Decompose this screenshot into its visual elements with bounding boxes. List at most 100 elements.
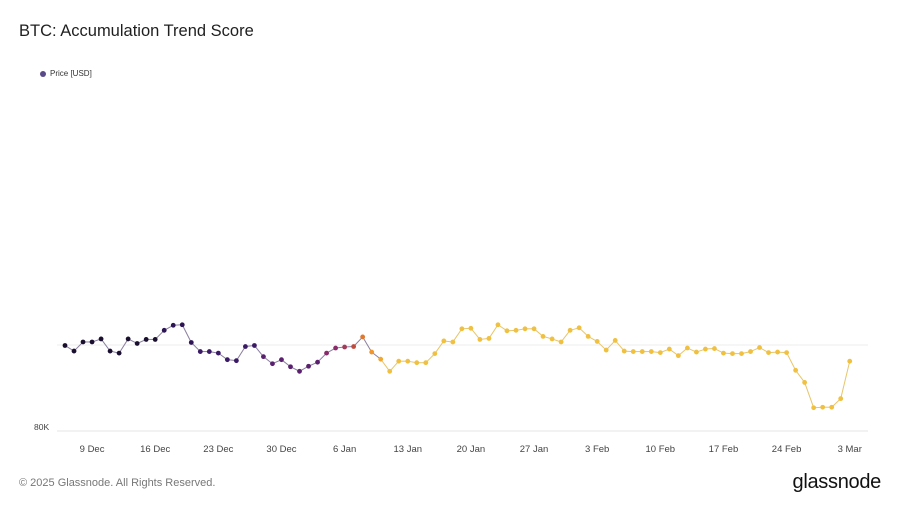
data-point xyxy=(306,363,311,369)
x-tick-label: 10 Feb xyxy=(646,444,676,455)
data-point xyxy=(441,338,447,344)
x-tick-label: 3 Feb xyxy=(585,444,609,455)
x-tick-label: 23 Dec xyxy=(203,444,233,455)
data-point xyxy=(766,350,771,355)
data-point xyxy=(684,345,690,351)
series-segment xyxy=(118,338,129,354)
data-point xyxy=(576,325,582,331)
data-point xyxy=(360,334,366,340)
data-point xyxy=(549,336,555,342)
data-point xyxy=(513,327,519,333)
series-segment xyxy=(786,352,797,371)
data-point xyxy=(179,322,185,328)
data-point xyxy=(775,349,780,355)
x-tick-label: 13 Jan xyxy=(393,444,422,455)
data-point xyxy=(811,405,817,411)
data-point xyxy=(666,346,672,352)
data-point xyxy=(540,334,546,339)
data-point xyxy=(297,368,302,374)
data-point xyxy=(215,350,221,356)
data-point xyxy=(351,344,357,349)
series-segment xyxy=(181,324,192,343)
data-point xyxy=(522,326,528,332)
data-point xyxy=(730,351,735,356)
data-point xyxy=(270,361,275,367)
series-segment xyxy=(362,336,373,353)
data-point xyxy=(585,334,591,339)
data-point xyxy=(378,356,384,362)
data-point xyxy=(703,346,708,352)
data-point xyxy=(721,350,726,356)
x-tick-label: 9 Dec xyxy=(80,444,105,455)
data-point xyxy=(206,349,212,354)
series-segment xyxy=(840,361,851,399)
data-point xyxy=(802,380,808,385)
data-point xyxy=(657,350,663,355)
series-segment xyxy=(488,324,499,339)
data-point xyxy=(414,360,420,366)
data-point xyxy=(261,354,266,360)
data-point xyxy=(477,337,483,342)
y-tick-label: 80K xyxy=(34,422,49,432)
data-point xyxy=(621,348,627,354)
data-point xyxy=(567,327,573,333)
data-point xyxy=(143,337,149,342)
series-segment xyxy=(795,369,806,383)
data-point xyxy=(233,358,239,364)
data-point xyxy=(784,350,789,355)
data-point xyxy=(134,341,140,346)
data-point xyxy=(152,337,158,342)
data-point xyxy=(748,349,753,354)
data-point xyxy=(107,348,113,354)
data-point xyxy=(315,359,320,365)
x-tick-label: 24 Feb xyxy=(772,444,802,455)
data-point xyxy=(675,353,681,359)
data-point xyxy=(757,345,762,350)
data-point xyxy=(405,358,411,364)
data-point xyxy=(423,360,429,366)
x-tick-label: 20 Jan xyxy=(457,444,486,455)
data-point xyxy=(324,350,329,356)
data-point xyxy=(224,357,230,363)
data-point xyxy=(459,326,465,332)
data-point xyxy=(288,364,293,370)
series-segment xyxy=(560,330,571,343)
data-point xyxy=(847,358,853,364)
chart-title: BTC: Accumulation Trend Score xyxy=(19,22,254,40)
series-segment xyxy=(380,358,391,372)
chart-legend[interactable]: Price [USD] xyxy=(40,69,92,78)
data-point xyxy=(648,349,654,354)
data-point xyxy=(838,396,844,402)
data-point xyxy=(71,348,77,354)
data-point xyxy=(739,351,744,356)
x-tick-label: 27 Jan xyxy=(520,444,549,455)
data-point xyxy=(639,349,645,354)
data-point xyxy=(468,325,474,331)
data-point xyxy=(829,404,835,410)
data-point xyxy=(279,357,284,363)
data-point xyxy=(387,368,393,374)
series-segment xyxy=(434,340,445,354)
data-point xyxy=(450,339,456,345)
data-point xyxy=(630,349,636,354)
data-point xyxy=(793,367,799,373)
x-tick-label: 6 Jan xyxy=(333,444,356,455)
glassnode-logo: glassnode xyxy=(792,471,882,493)
series-segment xyxy=(235,346,246,361)
legend-swatch xyxy=(40,70,46,77)
legend-label: Price [USD] xyxy=(50,69,92,78)
data-point xyxy=(594,339,600,344)
data-point xyxy=(531,326,537,332)
series-segment xyxy=(804,382,815,408)
copyright-text: © 2025 Glassnode. All Rights Reserved. xyxy=(19,477,216,489)
data-point xyxy=(197,349,203,354)
data-point xyxy=(125,336,131,342)
data-point xyxy=(558,339,564,345)
data-point xyxy=(495,322,501,328)
series-segment xyxy=(100,338,111,352)
data-point xyxy=(333,345,338,351)
x-tick-label: 3 Mar xyxy=(838,444,862,455)
data-point xyxy=(612,338,618,343)
series-segment xyxy=(452,328,463,343)
